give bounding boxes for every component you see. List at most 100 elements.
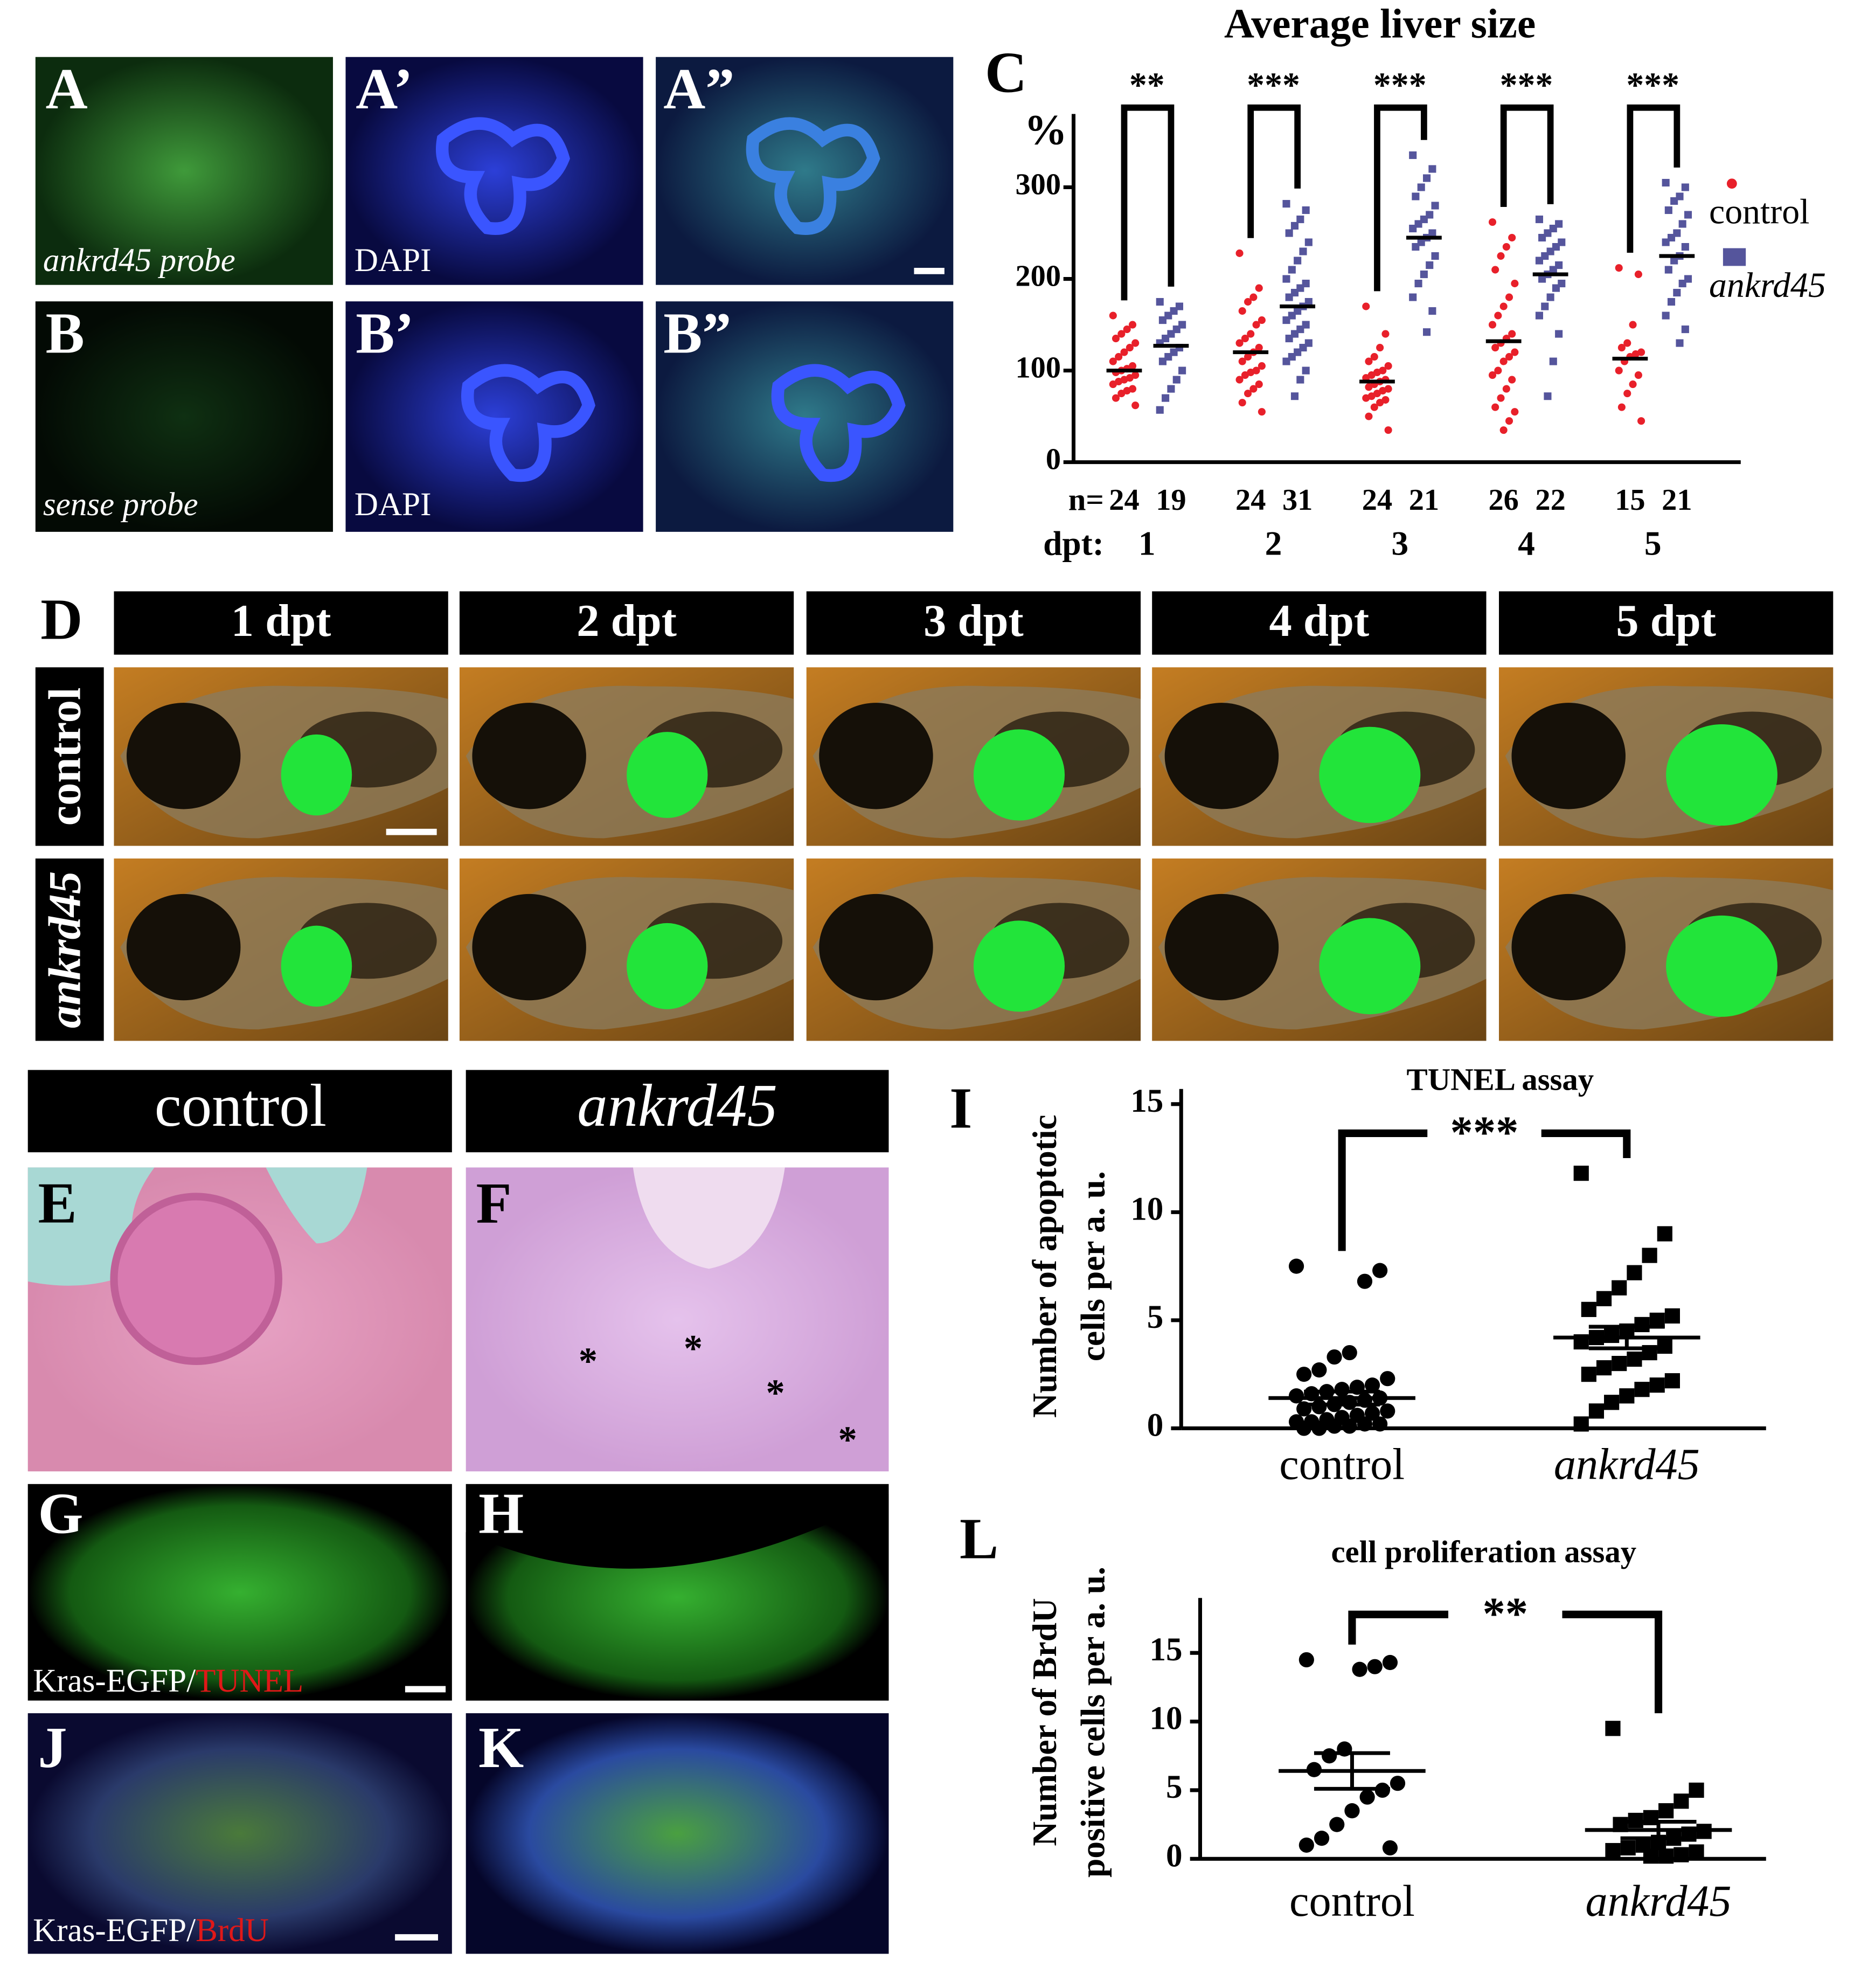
- point: [1115, 353, 1123, 361]
- point: [1288, 1258, 1304, 1274]
- point: [1244, 390, 1252, 398]
- point: [1573, 1416, 1589, 1432]
- point: [1282, 357, 1290, 365]
- point: [1327, 1349, 1342, 1365]
- liver: [1666, 915, 1777, 1017]
- point: [1573, 1166, 1589, 1181]
- column-header: ankrd45: [577, 1072, 777, 1139]
- point: [1382, 1654, 1398, 1671]
- point: [1255, 344, 1263, 352]
- header-box: [459, 591, 794, 655]
- point: [1615, 264, 1623, 272]
- point: [1112, 335, 1120, 343]
- point: [1294, 257, 1302, 265]
- liver: [281, 734, 352, 816]
- point: [1241, 371, 1249, 379]
- point: [1627, 1351, 1642, 1367]
- point: [1302, 206, 1310, 214]
- legend-label: ankrd45: [1709, 266, 1826, 305]
- point: [1285, 293, 1293, 301]
- chart-title: Average liver size: [1224, 1, 1536, 47]
- legend-label: control: [1709, 192, 1809, 232]
- fish-eye: [472, 703, 586, 809]
- legend-swatch: [1726, 178, 1737, 189]
- point: [1505, 417, 1513, 425]
- point: [1255, 380, 1263, 389]
- point: [1615, 366, 1623, 375]
- row-header: ankrd45: [40, 871, 91, 1028]
- liver: [1319, 726, 1421, 823]
- significance: **: [1129, 66, 1165, 105]
- point: [1241, 335, 1249, 343]
- y-axis-label: %: [1024, 106, 1067, 154]
- liver: [627, 732, 708, 818]
- column-header: control: [155, 1072, 327, 1139]
- panel-label: J: [38, 1716, 67, 1780]
- point: [1642, 1248, 1657, 1263]
- significance: ***: [1247, 66, 1300, 105]
- point: [1365, 412, 1373, 420]
- y-tick-label: 0: [1046, 443, 1061, 476]
- point: [1673, 1793, 1689, 1809]
- caption: Kras-EGFP/TUNEL: [33, 1663, 303, 1699]
- column-header: 1 dpt: [231, 596, 331, 646]
- point: [1282, 275, 1290, 283]
- x-tick-label: 2: [1265, 524, 1282, 563]
- point: [1290, 221, 1299, 230]
- point: [1178, 366, 1186, 375]
- point: [1412, 243, 1420, 251]
- point: [1623, 390, 1631, 398]
- point: [1499, 426, 1508, 434]
- asterisk: *: [579, 1340, 598, 1382]
- fish-eye: [126, 703, 241, 809]
- point: [1109, 311, 1117, 320]
- point: [1488, 371, 1497, 379]
- point: [1131, 401, 1140, 410]
- micrograph: [35, 301, 333, 532]
- point: [1158, 357, 1166, 365]
- point: [1384, 362, 1392, 370]
- caption-part: Kras-EGFP/: [33, 1663, 196, 1699]
- n-label: n=: [1068, 482, 1104, 517]
- caption-part: TUNEL: [196, 1663, 303, 1699]
- x-axis-label: dpt:: [1043, 524, 1104, 563]
- fish-eye: [819, 893, 933, 1001]
- significance-bracket: [1627, 104, 1681, 253]
- significance-bracket: [1247, 104, 1301, 238]
- micrograph: [345, 57, 643, 285]
- point: [1494, 366, 1502, 375]
- point: [1431, 202, 1439, 210]
- asterisk: *: [838, 1419, 857, 1461]
- n-value: 31: [1282, 483, 1313, 517]
- chart-title: TUNEL assay: [1407, 1062, 1594, 1097]
- point: [1612, 1280, 1627, 1296]
- significance-bracket: [1374, 104, 1427, 292]
- x-tick-label: 4: [1518, 524, 1535, 563]
- point: [1664, 206, 1672, 214]
- panel-label: A’: [356, 57, 413, 121]
- point: [1238, 307, 1246, 315]
- error-bar: [1620, 1820, 1697, 1840]
- point: [1126, 344, 1134, 352]
- y-tick-label: 10: [1150, 1701, 1183, 1737]
- point: [1664, 266, 1672, 274]
- point: [1120, 348, 1128, 356]
- point: [1612, 1356, 1627, 1371]
- micrograph: [345, 301, 643, 532]
- caption: sense probe: [43, 487, 198, 523]
- lumen: [633, 1167, 785, 1269]
- significance: ***: [1373, 66, 1427, 105]
- point: [1499, 302, 1508, 310]
- point: [1382, 1840, 1398, 1856]
- panel-label: K: [478, 1716, 524, 1780]
- point: [1581, 1301, 1596, 1317]
- point: [1502, 385, 1510, 393]
- point: [1322, 1748, 1337, 1764]
- point: [1634, 371, 1642, 379]
- panel-label: L: [960, 1507, 998, 1571]
- point: [1629, 380, 1637, 389]
- point: [1634, 271, 1642, 279]
- y-tick-label: 100: [1015, 351, 1061, 385]
- point: [1684, 211, 1692, 219]
- caption: DAPI: [355, 243, 432, 279]
